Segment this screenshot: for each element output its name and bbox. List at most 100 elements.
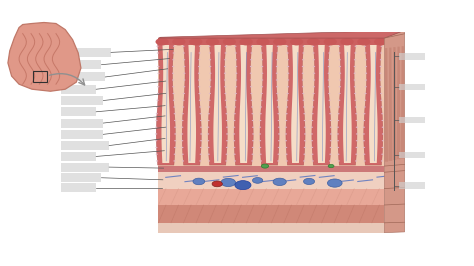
Circle shape xyxy=(303,153,306,155)
Circle shape xyxy=(301,73,304,74)
Circle shape xyxy=(261,59,263,60)
Circle shape xyxy=(233,120,236,121)
Circle shape xyxy=(174,147,176,148)
Polygon shape xyxy=(162,42,170,163)
Circle shape xyxy=(337,140,339,141)
Circle shape xyxy=(261,164,269,168)
Polygon shape xyxy=(338,44,357,165)
Polygon shape xyxy=(156,44,175,165)
Circle shape xyxy=(278,120,280,121)
Circle shape xyxy=(209,86,211,87)
Circle shape xyxy=(380,59,382,60)
Polygon shape xyxy=(213,42,222,163)
Circle shape xyxy=(287,86,289,87)
Polygon shape xyxy=(158,38,384,166)
Circle shape xyxy=(157,86,159,87)
Circle shape xyxy=(286,100,289,101)
Circle shape xyxy=(329,160,331,161)
Circle shape xyxy=(183,66,185,67)
Circle shape xyxy=(250,66,252,67)
Circle shape xyxy=(365,52,366,54)
Circle shape xyxy=(287,79,289,81)
Circle shape xyxy=(226,153,228,155)
Circle shape xyxy=(337,133,339,135)
Circle shape xyxy=(250,52,253,54)
Polygon shape xyxy=(364,44,383,165)
Circle shape xyxy=(173,106,175,107)
Circle shape xyxy=(355,46,357,47)
Circle shape xyxy=(207,133,209,135)
Circle shape xyxy=(337,127,339,128)
Circle shape xyxy=(365,59,367,60)
Circle shape xyxy=(225,52,227,54)
Circle shape xyxy=(173,52,175,54)
Circle shape xyxy=(312,160,314,161)
Circle shape xyxy=(157,93,159,94)
Circle shape xyxy=(276,52,279,54)
Circle shape xyxy=(182,52,185,54)
Circle shape xyxy=(261,52,263,54)
Circle shape xyxy=(302,100,305,101)
Circle shape xyxy=(330,127,332,128)
Circle shape xyxy=(354,79,356,81)
Circle shape xyxy=(198,59,201,60)
Circle shape xyxy=(259,127,261,128)
Circle shape xyxy=(340,38,354,45)
Circle shape xyxy=(277,100,279,101)
Circle shape xyxy=(329,106,331,107)
Circle shape xyxy=(329,153,332,155)
Polygon shape xyxy=(317,42,326,163)
Circle shape xyxy=(182,106,184,107)
Circle shape xyxy=(364,46,366,47)
Circle shape xyxy=(200,133,202,135)
Circle shape xyxy=(328,93,330,94)
Circle shape xyxy=(183,93,185,94)
Circle shape xyxy=(285,153,288,155)
Circle shape xyxy=(174,140,176,141)
Polygon shape xyxy=(234,44,253,165)
Circle shape xyxy=(200,120,202,121)
Circle shape xyxy=(251,160,254,161)
Polygon shape xyxy=(158,172,384,189)
Circle shape xyxy=(183,79,185,81)
Circle shape xyxy=(364,160,366,161)
Circle shape xyxy=(312,100,314,101)
Circle shape xyxy=(311,133,313,135)
Circle shape xyxy=(199,100,201,101)
Circle shape xyxy=(235,52,237,54)
Circle shape xyxy=(156,160,158,161)
Polygon shape xyxy=(61,152,96,161)
Circle shape xyxy=(328,179,342,187)
Circle shape xyxy=(381,113,383,114)
Circle shape xyxy=(233,127,235,128)
Circle shape xyxy=(251,113,254,114)
Circle shape xyxy=(380,93,382,94)
Circle shape xyxy=(338,46,340,47)
Polygon shape xyxy=(312,44,331,165)
Polygon shape xyxy=(61,60,101,69)
Circle shape xyxy=(259,133,261,135)
Circle shape xyxy=(182,113,184,114)
Circle shape xyxy=(285,127,287,128)
Circle shape xyxy=(365,79,367,81)
Circle shape xyxy=(303,46,305,47)
Polygon shape xyxy=(61,85,96,94)
Circle shape xyxy=(312,93,315,94)
Circle shape xyxy=(307,38,320,45)
Polygon shape xyxy=(239,42,248,163)
Circle shape xyxy=(208,153,210,155)
Circle shape xyxy=(363,133,365,135)
Circle shape xyxy=(173,38,185,45)
Circle shape xyxy=(199,46,201,47)
Circle shape xyxy=(380,66,382,67)
Circle shape xyxy=(208,160,210,161)
Circle shape xyxy=(259,147,261,148)
Circle shape xyxy=(172,66,174,67)
Circle shape xyxy=(286,160,288,161)
Circle shape xyxy=(225,100,227,101)
Circle shape xyxy=(233,140,235,141)
Circle shape xyxy=(286,52,289,54)
Circle shape xyxy=(225,46,227,47)
Circle shape xyxy=(224,73,226,74)
Circle shape xyxy=(304,133,306,135)
